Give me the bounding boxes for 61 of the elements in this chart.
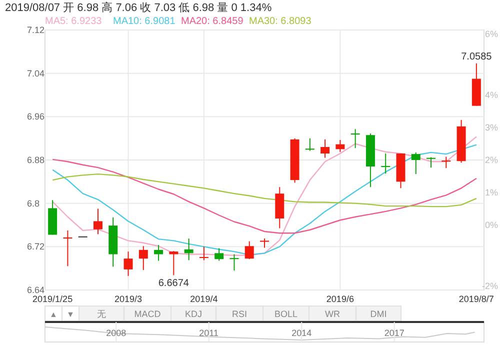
candlestick bbox=[244, 240, 254, 260]
annotation: 6.6674 bbox=[158, 278, 190, 290]
candlestick bbox=[184, 238, 194, 261]
text: BOLL bbox=[274, 309, 298, 319]
y-tick-label: 7.04 bbox=[27, 68, 45, 78]
candlestick bbox=[199, 246, 208, 261]
candlestick bbox=[320, 138, 330, 158]
text: MA20: 6.8459 bbox=[181, 16, 244, 27]
x-tick-label: 2019/1/25 bbox=[32, 294, 73, 304]
x-tick-label: 2019/3 bbox=[114, 294, 142, 304]
candlestick bbox=[305, 138, 314, 152]
text: DMI bbox=[370, 309, 387, 319]
candlestick bbox=[260, 238, 269, 248]
annotation: 7.0585 bbox=[461, 51, 492, 62]
x-tick-label: 2019/6 bbox=[326, 294, 354, 304]
x-tick-label: 2019/8/7 bbox=[458, 294, 494, 304]
chart-title: 2019/08/07 开 6.98 高 7.06 收 7.03 低 6.98 量 0 1.34% bbox=[5, 1, 272, 14]
text: KDJ bbox=[184, 309, 202, 319]
candlestick bbox=[93, 208, 102, 235]
x-tick-label: 2017 bbox=[384, 328, 404, 338]
x-tick-label: 2019/4 bbox=[190, 294, 218, 304]
x-tick-label: 2008 bbox=[106, 328, 126, 338]
candlestick bbox=[154, 244, 164, 262]
y-tick-label: 6.8 bbox=[27, 198, 40, 208]
candlestick bbox=[124, 251, 133, 276]
candlestick bbox=[138, 246, 148, 270]
text: MACD bbox=[134, 309, 162, 319]
y2-tick-label: 1% bbox=[484, 188, 498, 198]
y-tick-label: 6.96 bbox=[27, 112, 45, 122]
text: ▼ bbox=[66, 310, 74, 319]
candlestick bbox=[350, 128, 360, 149]
y2-tick-label: 6% bbox=[484, 29, 498, 39]
text: RSI bbox=[232, 309, 248, 319]
text: ▲ bbox=[50, 310, 58, 319]
y-tick-label: 6.72 bbox=[27, 242, 45, 252]
line-series bbox=[52, 173, 478, 208]
y-tick-label: 7.12 bbox=[27, 25, 45, 35]
candlestick bbox=[169, 250, 178, 276]
candlestick bbox=[336, 139, 345, 152]
candlestick bbox=[411, 152, 420, 175]
y2-tick-label: -2% bbox=[482, 281, 498, 291]
candlestick bbox=[230, 254, 239, 271]
candlestick bbox=[442, 156, 451, 169]
candlestick bbox=[214, 248, 224, 262]
candlestick bbox=[381, 153, 390, 174]
y-tick-label: 6.88 bbox=[27, 155, 45, 165]
x-tick-label: 2011 bbox=[199, 328, 219, 338]
x-tick-label: 2014 bbox=[292, 328, 312, 338]
candlestick bbox=[63, 230, 72, 267]
y2-tick-label: 3% bbox=[484, 122, 498, 132]
text: MA10: 6.9081 bbox=[113, 16, 176, 27]
candlestick bbox=[426, 156, 436, 168]
y2-tick-label: 4% bbox=[484, 90, 498, 100]
text: MA5: 6.9233 bbox=[45, 16, 102, 27]
text: WR bbox=[325, 309, 340, 319]
y2-tick-label: 2% bbox=[484, 155, 498, 165]
text: MA30: 6.8093 bbox=[249, 16, 312, 27]
line-series bbox=[52, 158, 478, 234]
y-tick-label: 6.64 bbox=[27, 285, 45, 295]
y2-tick-label: 0% bbox=[484, 220, 498, 230]
text: 无 bbox=[97, 309, 106, 319]
